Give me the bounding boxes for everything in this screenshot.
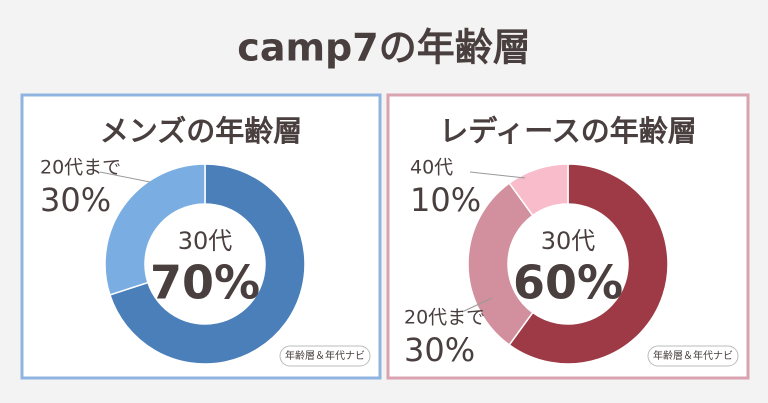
center-category: 30代 bbox=[178, 227, 233, 255]
donut-segment bbox=[508, 163, 669, 365]
value-label: 30% bbox=[40, 181, 111, 219]
leader-line bbox=[461, 297, 493, 313]
center-value: 60% bbox=[513, 256, 623, 310]
category-label: 20代まで bbox=[40, 157, 121, 179]
badge: 年齢層＆年代ナビ bbox=[285, 349, 365, 362]
chart-title: レディースの年齢層 bbox=[439, 114, 697, 148]
page-title: camp7の年齢層 bbox=[237, 26, 530, 70]
chart-title: メンズの年齢層 bbox=[100, 114, 302, 148]
donut-segment bbox=[467, 182, 534, 346]
leader-line bbox=[99, 171, 151, 183]
badge-box bbox=[647, 345, 739, 367]
category-label: 40代 bbox=[410, 157, 453, 179]
center-category: 30代 bbox=[541, 227, 596, 255]
category-label: 20代まで bbox=[404, 307, 485, 329]
leader-line bbox=[469, 171, 526, 179]
badge-box bbox=[279, 345, 371, 367]
center-value: 70% bbox=[150, 256, 260, 310]
donut-segment bbox=[108, 163, 306, 365]
value-label: 10% bbox=[410, 181, 481, 219]
badge: 年齢層＆年代ナビ bbox=[653, 349, 733, 362]
value-label: 30% bbox=[404, 331, 475, 369]
donut-segment bbox=[508, 163, 569, 217]
donut-segment bbox=[104, 163, 206, 296]
